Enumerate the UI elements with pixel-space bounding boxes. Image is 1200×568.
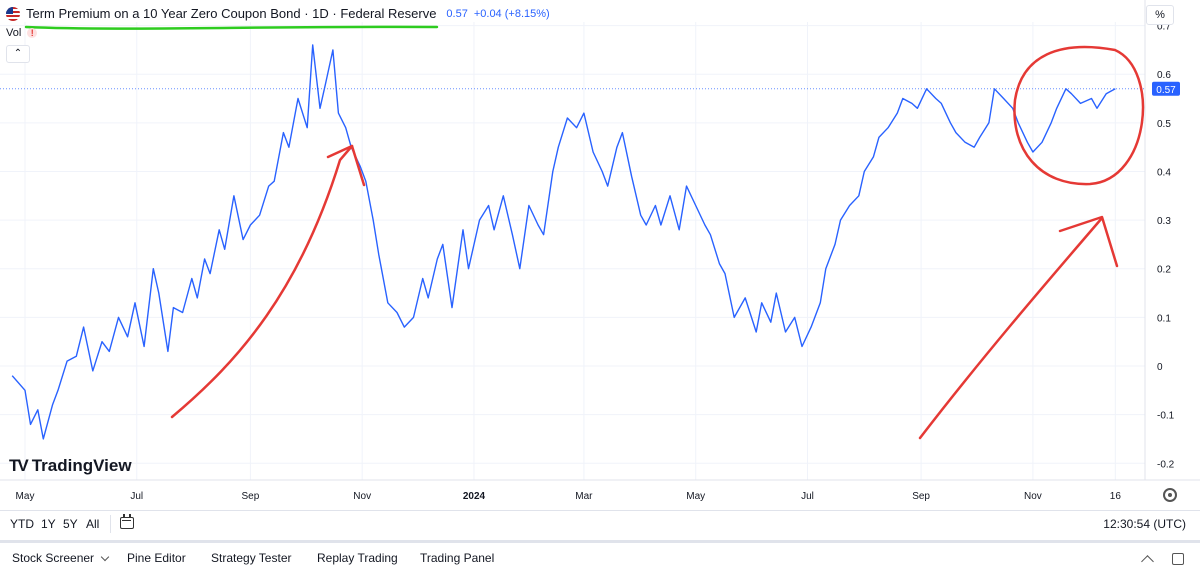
- tradingview-mark-icon: TV: [9, 456, 29, 475]
- calendar-icon[interactable]: [120, 514, 134, 529]
- red-arrow-annotation: [170, 144, 354, 419]
- y-tick-label: 0.2: [1157, 265, 1171, 276]
- tab-trading-panel[interactable]: Trading Panel: [420, 551, 495, 565]
- x-tick-label: May: [16, 491, 35, 502]
- range-toolbar: YTD 1Y 5Y All 12:30:54 (UTC): [0, 510, 1200, 537]
- tab-strategy-tester[interactable]: Strategy Tester: [211, 551, 292, 565]
- range-5y-button[interactable]: 5Y: [63, 517, 78, 531]
- x-tick-label: Sep: [241, 491, 259, 502]
- tab-replay-trading[interactable]: Replay Trading: [317, 551, 398, 565]
- vol-label: Vol: [6, 27, 22, 39]
- utc-clock[interactable]: 12:30:54 (UTC): [1103, 517, 1186, 531]
- gear-icon[interactable]: [1163, 488, 1177, 502]
- us-flag-icon: [6, 6, 20, 21]
- chevron-up-icon[interactable]: [1141, 555, 1154, 568]
- toolbar-divider: [110, 515, 111, 533]
- red-arrow-annotation: [918, 216, 1104, 440]
- bottom-panel-tabs: Stock Screener Pine Editor Strategy Test…: [0, 540, 1200, 568]
- price-unit-button[interactable]: %: [1146, 5, 1174, 25]
- y-tick-label: -0.2: [1157, 459, 1175, 470]
- y-tick-label: 0.3: [1157, 216, 1171, 227]
- tradingview-logo: TV TradingView: [9, 456, 132, 476]
- chevron-down-icon[interactable]: [100, 552, 110, 562]
- symbol-title[interactable]: Term Premium on a 10 Year Zero Coupon Bo…: [26, 6, 437, 21]
- price-chart[interactable]: 0.7 0.6 0.5 0.4 0.3 0.2 0.1 0 -0.1 -0.2 May Jul Sep N…: [0, 0, 1200, 510]
- red-arrowhead-annotation: [326, 144, 366, 187]
- x-tick-label: 2024: [463, 491, 486, 502]
- warning-icon[interactable]: !: [27, 28, 38, 38]
- y-tick-label: 0.4: [1157, 167, 1171, 178]
- y-tick-label: 0.5: [1157, 119, 1171, 130]
- maximize-icon[interactable]: [1172, 553, 1184, 565]
- range-ytd-button[interactable]: YTD: [10, 517, 34, 531]
- last-price-label: 0.57: [1156, 85, 1176, 96]
- y-tick-label: 0.6: [1157, 70, 1171, 81]
- red-arrowhead-annotation: [1058, 215, 1119, 268]
- x-tick-label: Nov: [1024, 491, 1042, 502]
- x-tick-label: 16: [1110, 491, 1122, 502]
- x-tick-label: Jul: [801, 491, 814, 502]
- x-tick-label: Jul: [130, 491, 143, 502]
- x-tick-label: May: [686, 491, 705, 502]
- logo-text: TradingView: [31, 456, 132, 475]
- range-all-button[interactable]: All: [86, 517, 100, 531]
- last-price-label-bg: [1152, 81, 1180, 96]
- last-value: 0.57: [446, 7, 468, 20]
- tab-stock-screener[interactable]: Stock Screener: [12, 551, 110, 565]
- chart-area[interactable]: 0.7 0.6 0.5 0.4 0.3 0.2 0.1 0 -0.1 -0.2 May Jul Sep N…: [0, 0, 1200, 510]
- x-tick-label: Sep: [912, 491, 930, 502]
- y-tick-label: 0.1: [1157, 313, 1171, 324]
- y-tick-label: -0.1: [1157, 411, 1175, 422]
- price-change: +0.04 (+8.15%): [473, 7, 550, 20]
- range-1y-button[interactable]: 1Y: [41, 517, 56, 531]
- chart-legend: Term Premium on a 10 Year Zero Coupon Bo…: [6, 6, 550, 21]
- volume-legend: Vol !: [6, 27, 38, 39]
- y-tick-label: 0.7: [1157, 22, 1171, 33]
- tab-pine-editor[interactable]: Pine Editor: [127, 551, 186, 565]
- tab-label: Stock Screener: [12, 551, 95, 565]
- green-underline-annotation: [24, 25, 439, 30]
- collapse-legend-button[interactable]: ⌃: [6, 45, 30, 63]
- x-tick-label: Nov: [353, 491, 371, 502]
- red-circle-annotation: [1013, 45, 1145, 186]
- series-line[interactable]: [11, 44, 1116, 440]
- x-tick-label: Mar: [575, 491, 593, 502]
- y-tick-label: 0: [1157, 362, 1163, 373]
